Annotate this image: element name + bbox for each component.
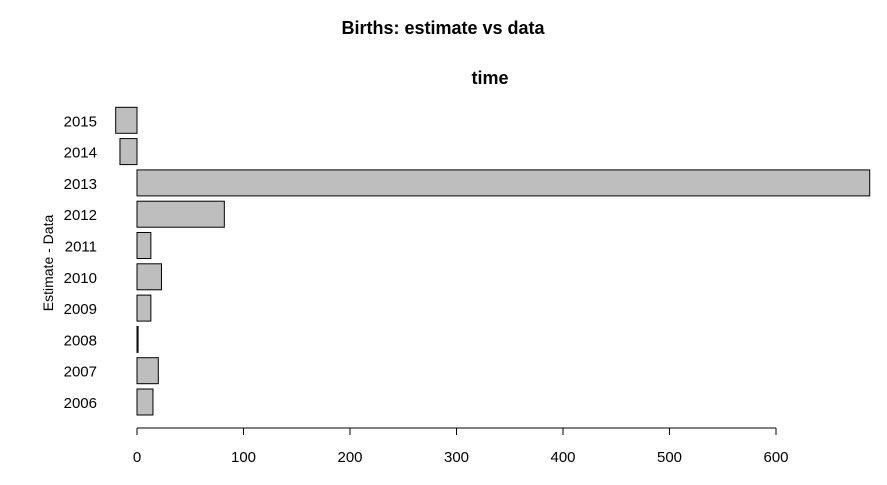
bar-2011 (136, 232, 152, 259)
y-tick-label: 2013 (64, 176, 97, 193)
bars-group (115, 106, 871, 416)
x-tick-label: 600 (763, 449, 788, 466)
y-tick-label: 2011 (65, 239, 97, 256)
bar-2009 (136, 294, 152, 322)
x-tick-label: 300 (444, 449, 469, 466)
bar-2008 (136, 325, 139, 353)
bar-2007 (136, 357, 159, 385)
x-tick-label: 100 (231, 449, 256, 466)
x-tick-label: 500 (657, 449, 682, 466)
y-tick-label: 2008 (64, 332, 97, 349)
x-tick-label: 0 (133, 449, 141, 466)
bar-2014 (119, 138, 138, 166)
chart-title: Births: estimate vs data (341, 18, 545, 38)
x-tick-label: 400 (550, 449, 575, 466)
y-tick-label: 2006 (64, 395, 97, 412)
y-tick-label: 2007 (64, 364, 97, 381)
bar-2010 (136, 263, 162, 291)
bar-2015 (115, 106, 138, 134)
y-tick-label: 2012 (64, 207, 97, 224)
y-tick-label: 2015 (64, 113, 97, 130)
x-tick-label: 200 (337, 449, 362, 466)
bar-2012 (136, 200, 225, 228)
y-tick-label: 2009 (64, 301, 97, 318)
y-tick-label: 2010 (64, 270, 97, 287)
chart-subtitle: time (471, 68, 508, 88)
y-axis-label: Estimate - Data (40, 215, 56, 312)
bar-2006 (136, 388, 154, 416)
y-tick-label: 2014 (64, 145, 97, 162)
x-axis: 0 100 200 300 400 500 600 (133, 427, 789, 466)
bar-2013 (136, 169, 871, 197)
y-tick-labels: 2006 2007 2008 2009 2010 2011 2012 2013 2014 2015 (64, 113, 97, 412)
